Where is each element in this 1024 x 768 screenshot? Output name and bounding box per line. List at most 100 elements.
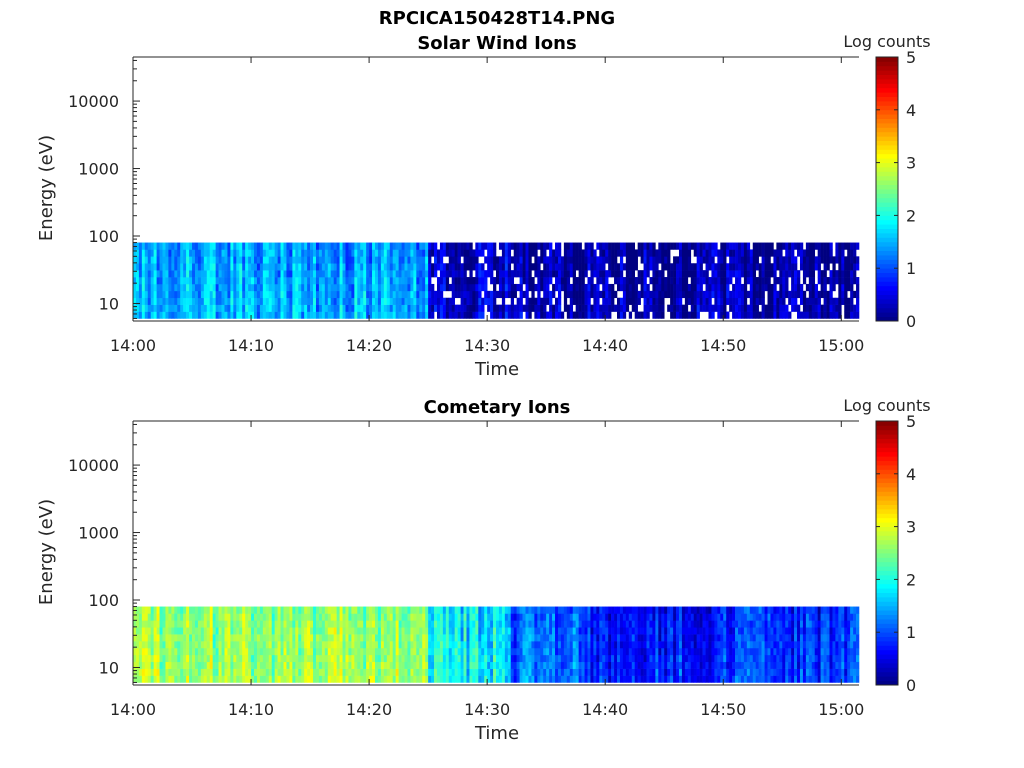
spectrogram-cell (457, 256, 461, 264)
spectrogram-cell (720, 606, 724, 614)
spectrogram-cell (513, 283, 517, 292)
spectrogram-cell (330, 675, 334, 683)
spectrogram-cell (472, 641, 476, 649)
spectrogram-cell (224, 297, 228, 305)
spectrogram-cell (153, 654, 157, 663)
spectrogram-cell (673, 311, 677, 319)
spectrogram-cell (245, 277, 249, 285)
spectrogram-cell (200, 641, 205, 649)
spectrogram-cell (224, 256, 228, 264)
spectrogram-cell (339, 311, 343, 319)
spectrogram-cell (510, 242, 515, 250)
spectrogram-cell (165, 290, 169, 299)
spectrogram-cell (764, 242, 768, 250)
spectrogram-cell (321, 263, 326, 271)
spectrogram-cell (212, 242, 216, 250)
spectrogram-cell (366, 668, 370, 676)
spectrogram-cell (313, 249, 317, 257)
spectrogram-cell (295, 283, 299, 292)
spectrogram-cell (602, 668, 606, 676)
spectrogram-cell (557, 304, 562, 312)
spectrogram-cell (838, 256, 842, 264)
spectrogram-cell (224, 675, 228, 683)
spectrogram-cell (681, 256, 686, 264)
spectrogram-cell (504, 242, 509, 250)
spectrogram-cell (259, 311, 264, 319)
spectrogram-cell (215, 647, 219, 656)
spectrogram-cell (321, 661, 326, 669)
spectrogram-cell (481, 641, 485, 649)
spectrogram-cell (776, 304, 780, 312)
spectrogram-cell (242, 277, 246, 285)
spectrogram-cell (643, 675, 647, 683)
spectrogram-cell (333, 647, 337, 656)
spectrogram-cell (439, 661, 444, 669)
spectrogram-cell (401, 613, 405, 621)
spectrogram-cell (678, 283, 683, 292)
spectrogram-cell (194, 263, 199, 271)
spectrogram-cell (268, 290, 273, 299)
spectrogram-cell (676, 283, 680, 292)
spectrogram-cell (605, 606, 609, 614)
spectrogram-cell (528, 283, 532, 292)
spectrogram-cell (366, 283, 370, 292)
spectrogram-cell (537, 606, 541, 614)
spectrogram-cell (584, 613, 588, 621)
spectrogram-cell (670, 297, 674, 305)
spectrogram-cell (814, 297, 818, 305)
spectrogram-cell (445, 270, 450, 278)
colorbar-band (876, 145, 898, 150)
spectrogram-cell (652, 297, 656, 305)
spectrogram-cell (348, 249, 352, 257)
spectrogram-cell (360, 613, 364, 621)
spectrogram-cell (186, 290, 190, 299)
spectrogram-cell (560, 654, 565, 663)
spectrogram-cell (248, 641, 252, 649)
spectrogram-cell (150, 249, 154, 257)
spectrogram-cell (159, 647, 163, 656)
spectrogram-cell (543, 613, 547, 621)
spectrogram-cell (442, 297, 447, 305)
spectrogram-cell (141, 304, 146, 312)
spectrogram-cell (720, 675, 724, 683)
spectrogram-cell (658, 620, 662, 628)
spectrogram-cell (153, 270, 157, 278)
spectrogram-cell (605, 620, 609, 628)
spectrogram-cell (227, 661, 231, 669)
x-tick-label: 14:30 (464, 336, 510, 355)
spectrogram-cell (726, 311, 730, 319)
spectrogram-cell (531, 668, 535, 676)
spectrogram-cell (407, 675, 411, 683)
spectrogram-cell (655, 297, 659, 305)
spectrogram-cell (655, 620, 659, 628)
spectrogram-cell (194, 277, 199, 285)
spectrogram-cell (304, 290, 308, 299)
spectrogram-cell (256, 627, 261, 635)
spectrogram-cell (640, 249, 644, 257)
spectrogram-cell (245, 290, 249, 299)
spectrogram-cell (404, 283, 408, 292)
spectrogram-cell (383, 283, 388, 292)
spectrogram-cell (439, 641, 444, 649)
spectrogram-cell (794, 290, 798, 299)
spectrogram-cell (655, 641, 659, 649)
spectrogram-cell (525, 606, 529, 614)
spectrogram-cell (614, 613, 618, 621)
spectrogram-cell (439, 290, 444, 299)
spectrogram-cell (448, 641, 453, 649)
spectrogram-cell (853, 290, 857, 299)
spectrogram-cell (493, 654, 497, 663)
spectrogram-cell (348, 641, 352, 649)
spectrogram-cell (667, 661, 671, 669)
spectrogram-cell (230, 620, 234, 628)
spectrogram-cell (735, 613, 739, 621)
spectrogram-cell (749, 668, 754, 676)
spectrogram-cell (507, 634, 512, 642)
spectrogram-cell (277, 620, 281, 628)
spectrogram-cell (147, 304, 152, 312)
spectrogram-cell (484, 242, 488, 250)
spectrogram-cell (799, 263, 804, 271)
spectrogram-cell (336, 627, 340, 635)
spectrogram-cell (159, 675, 163, 683)
spectrogram-cell (448, 242, 453, 250)
